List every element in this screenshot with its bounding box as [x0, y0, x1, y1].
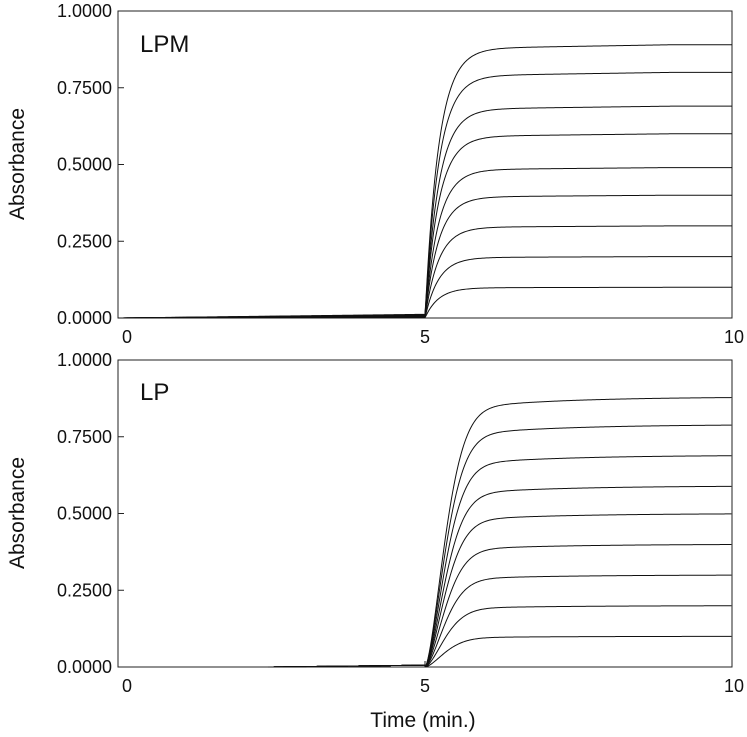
lp-ticks: 0.0000 0.2500 0.5000 0.7500 1.0000 0 5 10: [57, 350, 744, 696]
lp-x-tick-label: 0: [122, 676, 132, 696]
lpm-y-tick-label: 0.7500: [57, 78, 112, 98]
lpm-y-tick-label: 0.2500: [57, 231, 112, 251]
lpm-x-tick-label: 10: [724, 327, 744, 347]
lp-y-tick-label: 1.0000: [57, 350, 112, 370]
lpm-curves: [117, 44, 732, 319]
lpm-panel-label: LPM: [140, 31, 189, 58]
lpm-series-line: [117, 105, 732, 319]
lp-y-tick-label: 0.7500: [57, 427, 112, 447]
lp-plot-frame: [117, 359, 733, 668]
lpm-panel: LPM Absorbance 0.0000 0.2500 0.5000 0.7500 1…: [6, 1, 744, 347]
lpm-y-tick-label: 0.0000: [57, 308, 112, 328]
lpm-ticks: 0.0000 0.2500 0.5000 0.7500 1.0000 0 5 10: [57, 1, 744, 347]
lpm-y-tick-label: 0.5000: [57, 155, 112, 175]
lpm-y-tick-label: 1.0000: [57, 1, 112, 21]
lp-series-line: [268, 513, 732, 668]
lpm-x-tick-label: 0: [122, 327, 132, 347]
lp-series-line: [268, 485, 732, 668]
lpm-plot-frame: [117, 10, 733, 319]
lpm-y-axis-label: Absorbance: [6, 108, 29, 220]
lp-x-tick-label: 10: [724, 676, 744, 696]
lpm-x-tick-label: 5: [420, 327, 430, 347]
lp-y-tick-label: 0.0000: [57, 657, 112, 677]
lp-x-tick-label: 5: [420, 676, 430, 696]
lpm-series-line: [118, 225, 732, 319]
lp-y-axis-label: Absorbance: [6, 457, 29, 569]
lpm-series-line: [117, 44, 732, 319]
lp-curves: [268, 397, 732, 668]
lp-series-line: [268, 574, 732, 668]
lp-series-line: [268, 635, 732, 668]
lpm-series-line: [117, 167, 732, 319]
lp-series-line: [268, 455, 732, 668]
lp-panel: LP Absorbance 0.0000 0.2500 0.5000 0.7500 1.…: [6, 350, 744, 696]
lp-series-line: [268, 424, 732, 668]
lp-y-tick-label: 0.5000: [57, 504, 112, 524]
lp-y-tick-label: 0.2500: [57, 580, 112, 600]
x-axis-label: Time (min.): [370, 709, 475, 732]
lp-panel-label: LP: [140, 379, 169, 406]
lp-series-line: [268, 397, 732, 668]
